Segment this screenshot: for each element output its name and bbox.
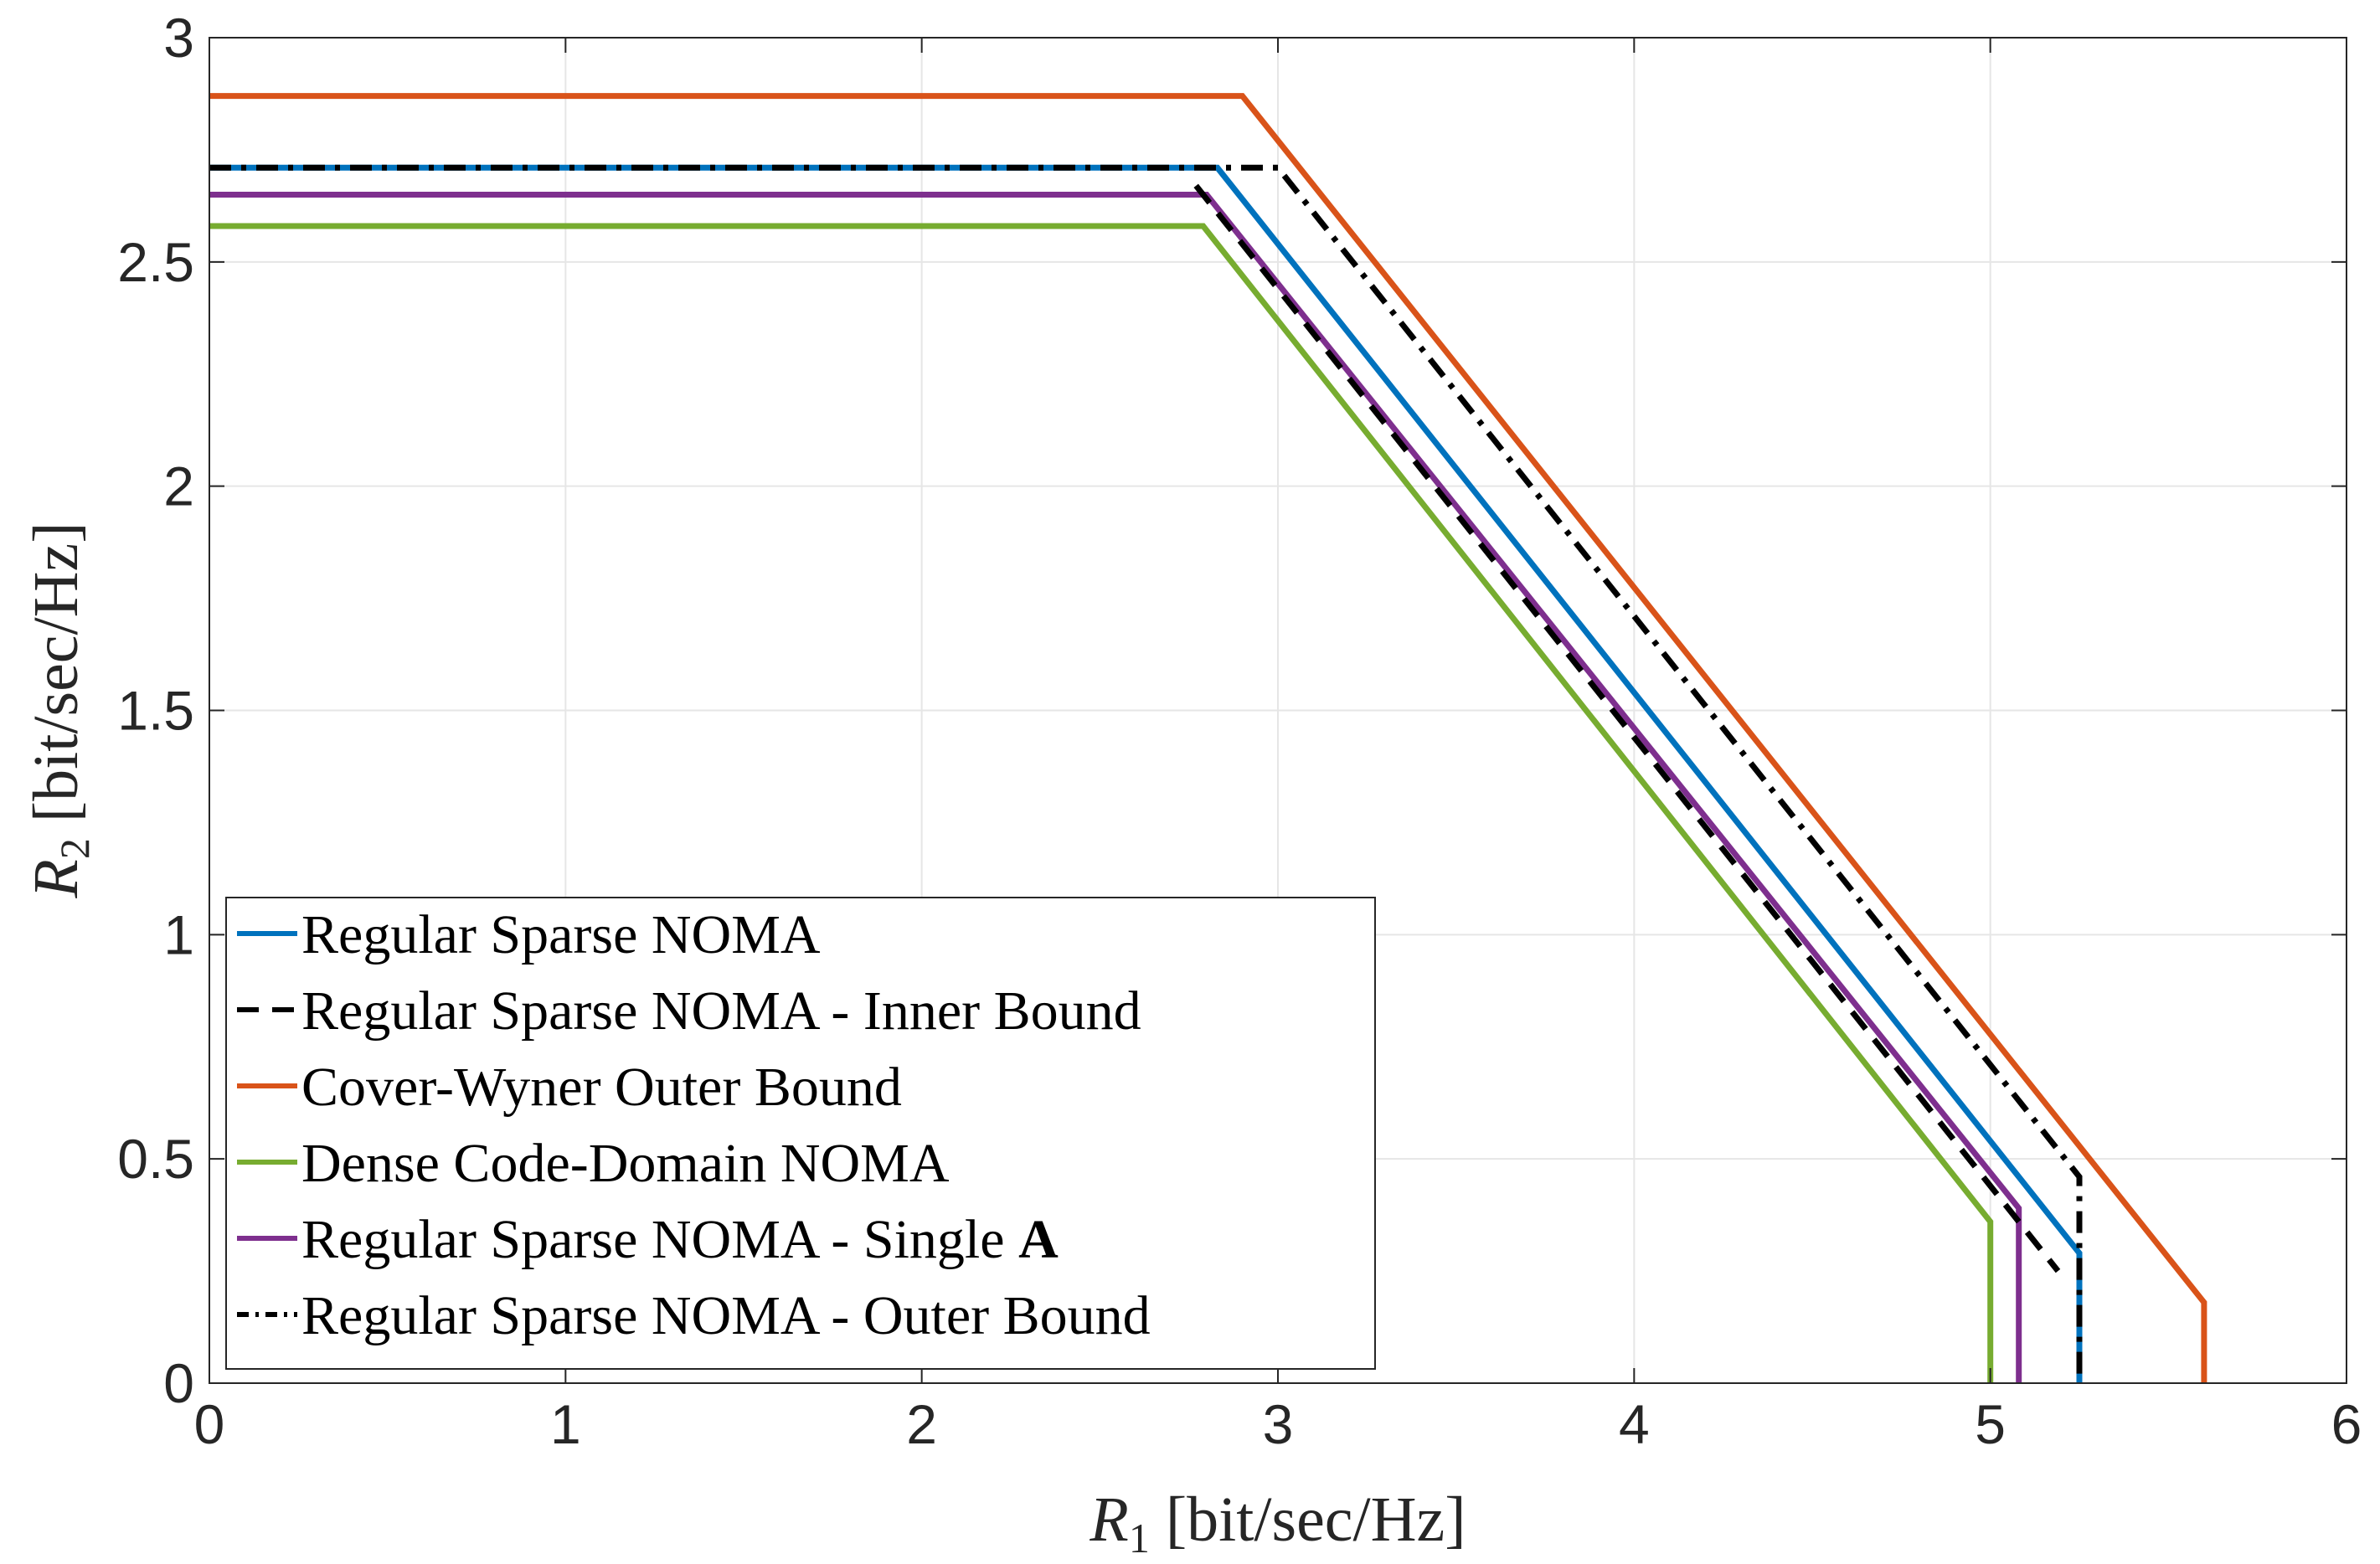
series-lines <box>209 93 2207 1383</box>
legend-label-cover-wyner: Cover-Wyner Outer Bound <box>301 1057 902 1118</box>
series-line-inner-bound <box>1193 183 2061 1273</box>
x-tick-label: 2 <box>906 1393 937 1455</box>
y-tick-label: 0 <box>163 1352 194 1414</box>
x-tick-label: 4 <box>1619 1393 1650 1455</box>
legend-label-dense: Dense Code-Domain NOMA <box>301 1133 950 1194</box>
legend-label-inner-bound: Regular Sparse NOMA - Inner Bound <box>301 980 1141 1042</box>
series-line-dense <box>209 223 1994 1383</box>
x-axis-unit: [bit/sec/Hz] <box>1150 1484 1466 1555</box>
x-axis-var: R <box>1089 1484 1128 1555</box>
y-tick-label: 2.5 <box>117 231 194 293</box>
axes-box <box>209 37 2347 1384</box>
x-tick-label: 3 <box>1263 1393 1294 1455</box>
x-tick-label: 6 <box>2331 1393 2362 1455</box>
legend-label-single-a-bold: A <box>1018 1209 1059 1270</box>
y-tick-label: 3 <box>163 7 194 69</box>
x-axis-sub: 1 <box>1129 1515 1150 1561</box>
legend-box <box>225 897 1376 1370</box>
legend-label-outer-bound: Regular Sparse NOMA - Outer Bound <box>301 1285 1151 1346</box>
y-tick-label: 0.5 <box>117 1128 194 1190</box>
legend-label-single-a-text: Regular Sparse NOMA - Single <box>301 1209 1018 1270</box>
y-tick-label: 1 <box>163 903 194 965</box>
y-tick-label: 2 <box>163 455 194 517</box>
y-axis-unit: [bit/sec/Hz] <box>21 522 91 838</box>
legend: Regular Sparse NOMA Regular Sparse NOMA … <box>225 897 1376 1370</box>
y-axis-label: R2 [bit/sec/Hz] <box>21 522 98 898</box>
y-axis-var: R <box>21 859 91 898</box>
x-tick-label: 0 <box>194 1393 225 1455</box>
legend-label-single-a: Regular Sparse NOMA - Single A <box>301 1209 1059 1270</box>
legend-label-regular-sparse: Regular Sparse NOMA <box>301 904 821 965</box>
series-line-cover-wyner <box>209 93 2207 1383</box>
x-tick-label: 5 <box>1975 1393 2006 1455</box>
y-axis-sub: 2 <box>51 838 98 859</box>
tick-labels: 0 1 2 3 4 5 6 0 0.5 1 1.5 2 2.5 3 <box>117 7 2362 1455</box>
series-line-single-a <box>209 192 2022 1383</box>
x-tick-label: 1 <box>550 1393 581 1455</box>
series-line-outer-bound <box>209 164 2083 1383</box>
x-axis-label: R1 [bit/sec/Hz] <box>1089 1484 1466 1561</box>
y-tick-label: 1.5 <box>117 680 194 742</box>
